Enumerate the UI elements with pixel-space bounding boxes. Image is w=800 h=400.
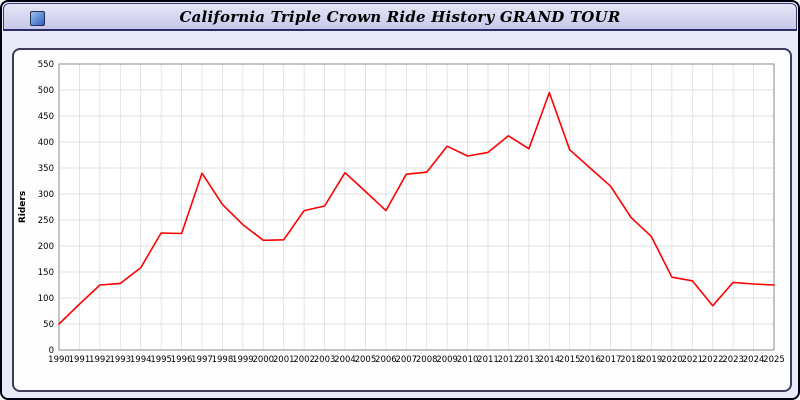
svg-text:2018: 2018 xyxy=(620,355,642,365)
ride-history-line-chart: 0501001502002503003504004505005501990199… xyxy=(18,60,785,365)
svg-text:450: 450 xyxy=(38,112,54,122)
svg-text:2006: 2006 xyxy=(375,355,397,365)
svg-text:2012: 2012 xyxy=(498,355,520,365)
svg-text:2011: 2011 xyxy=(477,355,499,365)
svg-text:0: 0 xyxy=(49,346,54,356)
svg-text:500: 500 xyxy=(38,86,54,96)
title-bar: California Triple Crown Ride History GRA… xyxy=(3,3,797,31)
svg-text:2017: 2017 xyxy=(600,355,622,365)
svg-text:250: 250 xyxy=(38,216,54,226)
svg-text:50: 50 xyxy=(43,320,54,330)
svg-text:2013: 2013 xyxy=(518,355,540,365)
svg-text:2007: 2007 xyxy=(395,355,417,365)
svg-text:1999: 1999 xyxy=(232,355,254,365)
svg-text:2016: 2016 xyxy=(579,355,601,365)
svg-text:300: 300 xyxy=(38,190,54,200)
svg-text:100: 100 xyxy=(38,294,54,304)
svg-text:1992: 1992 xyxy=(89,355,111,365)
chart-panel: 0 50 100 150 200 250 300 350 400 450 500 550 1990 199… xyxy=(12,48,792,392)
svg-text:2004: 2004 xyxy=(334,355,356,365)
svg-text:1998: 1998 xyxy=(212,355,234,365)
svg-text:2025: 2025 xyxy=(763,355,785,365)
svg-text:1994: 1994 xyxy=(130,355,152,365)
svg-text:2024: 2024 xyxy=(743,355,765,365)
svg-text:2019: 2019 xyxy=(641,355,663,365)
svg-text:400: 400 xyxy=(38,138,54,148)
svg-text:2008: 2008 xyxy=(416,355,438,365)
svg-text:2003: 2003 xyxy=(314,355,336,365)
page-title: California Triple Crown Ride History GRA… xyxy=(179,7,621,26)
svg-text:2001: 2001 xyxy=(273,355,295,365)
svg-text:2021: 2021 xyxy=(681,355,703,365)
svg-text:1997: 1997 xyxy=(191,355,213,365)
svg-text:350: 350 xyxy=(38,164,54,174)
svg-text:2005: 2005 xyxy=(355,355,377,365)
svg-text:550: 550 xyxy=(38,60,54,70)
svg-text:2022: 2022 xyxy=(702,355,724,365)
svg-text:1990: 1990 xyxy=(48,355,70,365)
svg-text:150: 150 xyxy=(38,268,54,278)
svg-text:200: 200 xyxy=(38,242,54,252)
svg-text:2009: 2009 xyxy=(436,355,458,365)
svg-text:2014: 2014 xyxy=(538,355,560,365)
svg-text:2000: 2000 xyxy=(252,355,274,365)
svg-text:2002: 2002 xyxy=(293,355,315,365)
svg-text:1993: 1993 xyxy=(109,355,131,365)
svg-text:1995: 1995 xyxy=(150,355,172,365)
svg-text:1991: 1991 xyxy=(69,355,91,365)
svg-text:1996: 1996 xyxy=(171,355,193,365)
svg-text:Riders: Riders xyxy=(18,191,28,223)
logo-icon xyxy=(30,11,45,26)
svg-text:2010: 2010 xyxy=(457,355,479,365)
svg-text:2015: 2015 xyxy=(559,355,581,365)
svg-text:2023: 2023 xyxy=(722,355,744,365)
svg-text:2020: 2020 xyxy=(661,355,683,365)
